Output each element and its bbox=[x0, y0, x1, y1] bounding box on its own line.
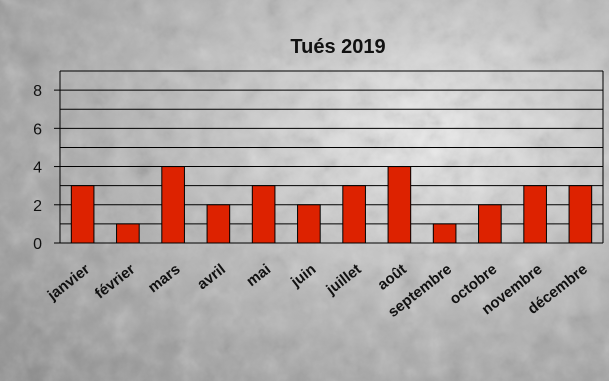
bar-septembre bbox=[432, 223, 457, 244]
chart-title: Tués 2019 bbox=[290, 36, 385, 58]
bar-mai bbox=[251, 185, 276, 244]
y-tick-label-4: 4 bbox=[33, 160, 42, 177]
bar-novembre bbox=[523, 185, 547, 244]
y-tick-label-8: 8 bbox=[33, 83, 42, 100]
y-tick-labels: 0 2 4 6 8 bbox=[33, 83, 42, 253]
bar-janvier bbox=[70, 185, 95, 244]
y-tick-label-6: 6 bbox=[33, 121, 42, 138]
bar-août bbox=[387, 166, 412, 244]
grid bbox=[60, 70, 603, 225]
bar-octobre bbox=[478, 204, 502, 244]
bar-mars bbox=[161, 166, 185, 244]
bar-février bbox=[116, 223, 140, 244]
axes bbox=[54, 71, 604, 244]
bar-juin bbox=[297, 204, 321, 244]
bar-décembre bbox=[568, 185, 593, 244]
bar-juillet bbox=[342, 185, 366, 244]
y-tick-label-2: 2 bbox=[33, 198, 42, 215]
bar-avril bbox=[206, 204, 231, 244]
bars bbox=[70, 166, 593, 244]
y-tick-label-0: 0 bbox=[33, 236, 42, 253]
